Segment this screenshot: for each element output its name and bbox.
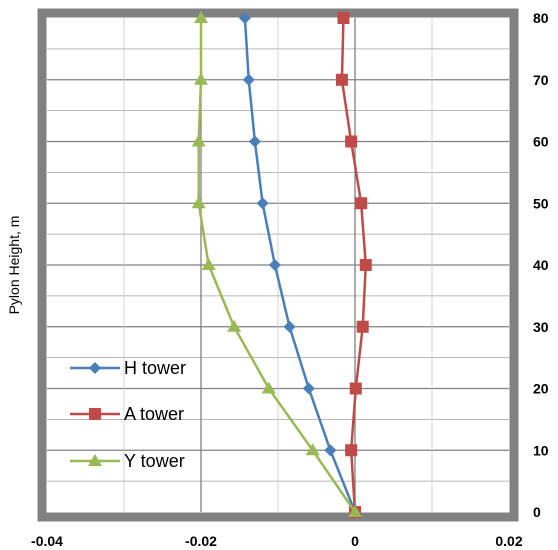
data-point bbox=[191, 196, 206, 209]
data-point bbox=[256, 197, 269, 210]
y-tick-label: 60 bbox=[533, 134, 549, 150]
data-point bbox=[238, 12, 251, 24]
series-y-tower bbox=[191, 11, 362, 517]
legend-item: Y tower bbox=[70, 451, 185, 471]
legend-marker bbox=[89, 408, 101, 420]
data-point bbox=[191, 134, 206, 147]
data-point bbox=[194, 72, 208, 85]
x-tick-label: 0.02 bbox=[495, 533, 522, 549]
legend-marker bbox=[89, 362, 101, 374]
y-tick-labels: 0 10 20 30 40 50 60 70 80 bbox=[533, 10, 549, 520]
data-point bbox=[283, 320, 296, 333]
data-point bbox=[345, 444, 358, 457]
y-tick-label: 20 bbox=[533, 381, 549, 397]
data-point bbox=[261, 381, 276, 394]
data-point bbox=[248, 135, 261, 148]
data-point bbox=[337, 12, 350, 24]
y-tick-label: 50 bbox=[533, 195, 549, 211]
y-tick-label: 30 bbox=[533, 319, 549, 335]
legend-label: H tower bbox=[124, 358, 186, 378]
x-tick-label: -0.02 bbox=[185, 533, 217, 549]
data-point bbox=[359, 259, 372, 271]
x-tick-label: -0.04 bbox=[31, 533, 63, 549]
legend-label: Y tower bbox=[124, 451, 185, 471]
y-tick-label: 10 bbox=[533, 442, 549, 458]
gridlines bbox=[47, 18, 509, 512]
legend-marker bbox=[88, 454, 102, 466]
data-point bbox=[345, 135, 358, 148]
data-point bbox=[335, 73, 348, 86]
data-point bbox=[201, 258, 216, 270]
x-tick-label: 0 bbox=[351, 533, 359, 549]
data-point bbox=[349, 382, 362, 395]
data-point bbox=[305, 443, 320, 456]
legend-item: H tower bbox=[70, 358, 186, 378]
data-point bbox=[242, 73, 255, 86]
data-point bbox=[355, 197, 368, 210]
y-axis-title: Pylon Height, m bbox=[6, 216, 22, 315]
data-point bbox=[324, 444, 337, 457]
y-tick-label: 40 bbox=[533, 257, 549, 273]
data-point bbox=[227, 319, 242, 332]
legend-item: A tower bbox=[70, 404, 184, 424]
data-point bbox=[302, 382, 315, 395]
data-point bbox=[356, 320, 369, 333]
data-point bbox=[268, 259, 281, 271]
y-tick-label: 0 bbox=[533, 504, 541, 520]
data-point bbox=[194, 11, 208, 23]
data-point bbox=[348, 505, 362, 517]
legend: H tower A tower Y tower bbox=[70, 358, 186, 471]
legend-label: A tower bbox=[124, 404, 184, 424]
series-a-tower bbox=[335, 12, 372, 518]
x-tick-labels: -0.04 -0.02 0 0.02 bbox=[31, 533, 523, 549]
series-lines bbox=[191, 11, 372, 518]
y-tick-label: 80 bbox=[533, 10, 549, 26]
y-tick-label: 70 bbox=[533, 72, 549, 88]
